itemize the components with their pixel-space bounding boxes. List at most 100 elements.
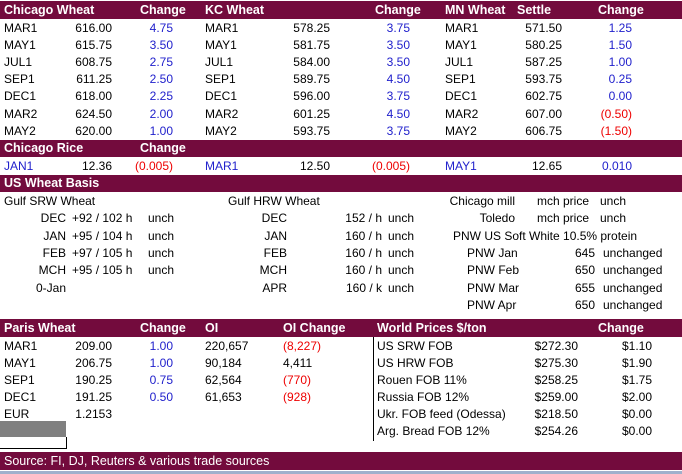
settle-value: 624.50 <box>75 107 112 121</box>
pnw-status: unchanged <box>603 281 663 295</box>
settle-value: 596.00 <box>293 89 330 103</box>
kc-wheat-title: KC Wheat <box>205 3 265 17</box>
basis-row: FEB +97 / 105 h unch FEB 160 / h unch PN… <box>0 245 682 262</box>
settle-value: 607.00 <box>525 107 562 121</box>
oi-value: 220,657 <box>205 339 249 353</box>
oi-value: 61,653 <box>205 390 242 404</box>
mn-change-header: Change <box>598 3 644 17</box>
pnw-status: unchanged <box>603 263 663 277</box>
contract-label: MAR2 <box>445 107 479 121</box>
contract-label: JAN1 <box>4 159 34 173</box>
month-label: FEB <box>263 246 287 260</box>
basis-row: Gulf SRW Wheat Gulf HRW Wheat Chicago mi… <box>0 193 682 210</box>
world-change-value: $0.00 <box>621 424 652 438</box>
oi-value: 62,564 <box>205 373 242 387</box>
settle-value: 606.75 <box>525 124 562 138</box>
change-value: 2.25 <box>149 89 173 103</box>
contract-label: MAY2 <box>4 124 36 138</box>
world-change-header: Change <box>598 321 644 335</box>
basis-status: unch <box>388 211 415 225</box>
chicago-change-header: Change <box>140 3 186 17</box>
change-value: 0.00 <box>608 89 632 103</box>
change-value: (0.005) <box>134 159 173 173</box>
basis-value: +97 / 105 h <box>72 246 133 260</box>
change-value: 4.50 <box>386 72 410 86</box>
settle-value: 589.75 <box>293 72 330 86</box>
table-row: MAR1 209.00 1.00 220,657 (8,227) US SRW … <box>0 338 682 355</box>
settle-value: 618.00 <box>75 89 112 103</box>
basis-value: +95 / 105 h <box>72 263 133 277</box>
basis-status: unch <box>388 281 415 295</box>
contract-label: DEC1 <box>4 390 37 404</box>
contract-label: MAR1 <box>205 159 239 173</box>
settle-value: 587.25 <box>525 55 562 69</box>
contract-label: MAR1 <box>445 21 479 35</box>
settle-value: 620.00 <box>75 124 112 138</box>
contract-label: MAR1 <box>4 21 38 35</box>
change-value: 1.00 <box>608 55 632 69</box>
table-row: MAR2 624.50 2.00 MAR2 601.25 4.50 MAR2 6… <box>0 106 682 123</box>
world-change-value: $1.10 <box>621 339 652 353</box>
change-value: 1.00 <box>149 339 173 353</box>
change-value: 4.50 <box>386 107 410 121</box>
rice-header-band: Chicago Rice Change <box>0 140 682 157</box>
change-value: 2.75 <box>149 55 173 69</box>
settle-value: 611.25 <box>76 72 112 86</box>
settle-value: 584.00 <box>293 55 330 69</box>
contract-label: JUL1 <box>205 55 234 69</box>
pnw-label: PNW Jan <box>467 246 518 260</box>
price-value: 12.36 <box>81 159 112 173</box>
world-change-value: $0.00 <box>621 407 652 421</box>
mn-wheat-title: MN Wheat <box>445 3 506 17</box>
settle-value: 593.75 <box>525 72 562 86</box>
world-price-value: $272.30 <box>534 339 578 353</box>
contract-label: MAY1 <box>445 38 477 52</box>
mill-status: unch <box>600 194 627 208</box>
table-row: SEP1 190.25 0.75 62,564 (770) Rouen FOB … <box>0 372 682 389</box>
settle-value: 593.75 <box>293 124 330 138</box>
change-value: 2.50 <box>149 72 173 86</box>
contract-label: MAY1 <box>4 356 36 370</box>
month-label: 0-Jan <box>35 281 66 295</box>
rice-row: JAN1 12.36 (0.005) MAR1 12.50 (0.005) MA… <box>0 158 682 175</box>
basis-status: unch <box>148 229 175 243</box>
change-value: 1.25 <box>608 21 632 35</box>
contract-label: MAY1 <box>445 159 477 173</box>
basis-value: 152 / h <box>345 211 382 225</box>
basis-row: PNW Apr 650 unchanged <box>0 297 682 314</box>
settle-value: 615.75 <box>75 38 112 52</box>
basis-status: unch <box>148 246 175 260</box>
mill-price: mch price <box>537 194 590 208</box>
change-value: 0.010 <box>601 159 632 173</box>
change-value: 0.50 <box>149 390 173 404</box>
basis-row: JAN +95 / 104 h unch JAN 160 / h unch PN… <box>0 228 682 245</box>
table-row: Arg. Bread FOB 12% $254.26 $0.00 <box>0 423 682 440</box>
contract-label: DEC1 <box>4 89 37 103</box>
kc-change-header: Change <box>375 3 421 17</box>
change-value: 3.50 <box>149 38 173 52</box>
change-value: 1.50 <box>608 38 632 52</box>
world-price-label: Russia FOB 12% <box>377 390 470 404</box>
table-row: MAY1 615.75 3.50 MAY1 581.75 3.50 MAY1 5… <box>0 37 682 54</box>
month-label: FEB <box>42 246 66 260</box>
basis-value: 160 / h <box>345 246 382 260</box>
table-row: DEC1 191.25 0.50 61,653 (928) Russia FOB… <box>0 389 682 406</box>
pnw-price: 650 <box>574 263 595 277</box>
oi-header: OI <box>205 321 219 335</box>
mn-settle-header: Settle <box>517 3 552 17</box>
world-price-label: US HRW FOB <box>377 356 454 370</box>
contract-label: DEC1 <box>205 89 238 103</box>
oi-change-header: OI Change <box>283 321 346 335</box>
month-label: DEC <box>261 211 287 225</box>
basis-status: unch <box>388 263 415 277</box>
world-price-label: Arg. Bread FOB 12% <box>377 424 490 438</box>
pnw-label: PNW Feb <box>467 263 520 277</box>
basis-status: unch <box>148 211 175 225</box>
basis-title: US Wheat Basis <box>4 176 100 190</box>
rice-change-header: Change <box>140 141 186 155</box>
settle-value: 190.25 <box>75 373 112 387</box>
table-row: MAY2 620.00 1.00 MAY2 593.75 3.75 MAY2 6… <box>0 123 682 140</box>
gulf-srw-title: Gulf SRW Wheat <box>4 194 96 208</box>
world-price-label: Rouen FOB 11% <box>377 373 467 387</box>
oi-change-value: (928) <box>283 390 312 404</box>
